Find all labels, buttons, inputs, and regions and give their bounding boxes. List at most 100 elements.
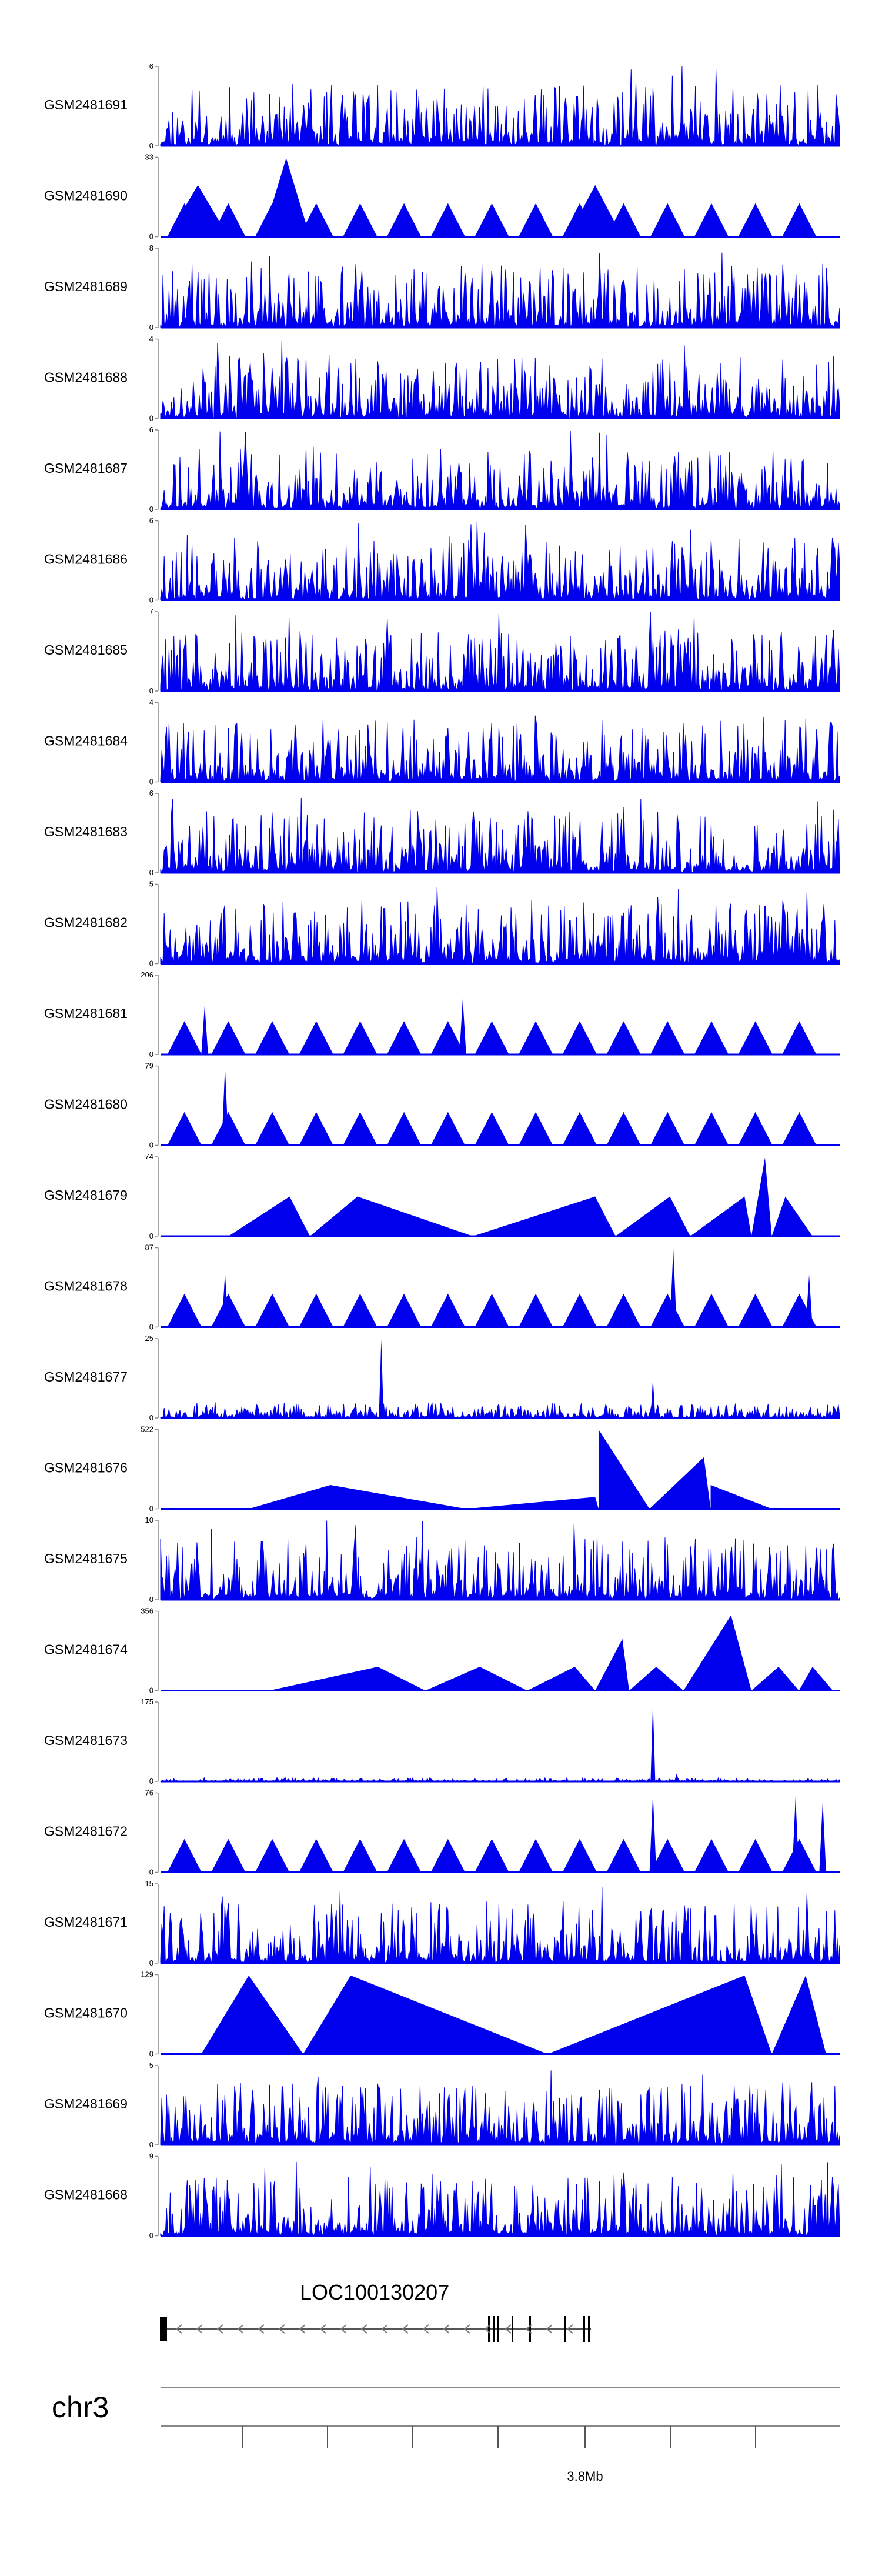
track-label: GSM2481676: [44, 1460, 128, 1476]
signal-peak: [694, 1293, 729, 1327]
track-label: GSM2481684: [44, 733, 128, 749]
signal-peak: [674, 1773, 679, 1781]
track: GSM2481669 5 0: [44, 2061, 840, 2149]
y-max-label: 76: [145, 1788, 153, 1797]
y-max-label: 74: [145, 1152, 153, 1161]
y-max-label: 6: [149, 62, 153, 71]
signal-peak: [167, 1112, 202, 1146]
signal-peak: [519, 1021, 553, 1055]
signal-peak: [519, 1112, 553, 1146]
signal-peak: [201, 1975, 303, 2054]
signal-peak: [310, 1196, 473, 1236]
signal-area: [160, 1402, 840, 1419]
signal-peak: [649, 1457, 711, 1509]
signal-peak: [562, 1838, 597, 1873]
y-max-label: 522: [141, 1425, 153, 1434]
y-max-label: 7: [149, 607, 153, 616]
signal-peak: [466, 1497, 599, 1509]
strand-arrow: [505, 2324, 512, 2334]
signal-peak: [606, 1021, 641, 1055]
track: GSM2481682 5 0: [44, 880, 840, 968]
signal-peak: [606, 1838, 641, 1873]
signal-peak: [738, 1112, 773, 1146]
y-min-label: 0: [149, 1868, 153, 1877]
signal-area: [160, 2161, 840, 2237]
signal-peak: [519, 203, 553, 237]
track-label: GSM2481679: [44, 1187, 128, 1203]
track-label: GSM2481677: [44, 1369, 128, 1384]
track-label: GSM2481675: [44, 1551, 128, 1566]
gene-exon: [529, 2316, 531, 2342]
signal-area: [160, 522, 840, 601]
track-label: GSM2481668: [44, 2187, 128, 2203]
signal-area: [160, 887, 840, 965]
signal-peak: [694, 1112, 729, 1146]
gene-exon: [583, 2316, 585, 2342]
y-max-label: 4: [149, 335, 153, 343]
y-min-label: 0: [149, 141, 153, 150]
track: GSM2481676 522 0: [44, 1425, 840, 1513]
gene-exon: [512, 2316, 513, 2342]
signal-peak: [167, 1021, 202, 1055]
signal-peak: [228, 1196, 310, 1236]
strand-arrow: [546, 2324, 553, 2334]
y-max-label: 87: [145, 1243, 153, 1252]
signal-peak: [519, 1838, 553, 1873]
signal-peak: [473, 1196, 616, 1236]
y-min-label: 0: [149, 1504, 153, 1513]
signal-area: [160, 2070, 840, 2146]
signal-peak: [650, 1838, 685, 1873]
signal-peak: [547, 1975, 772, 2054]
signal-area: [160, 341, 840, 419]
signal-peak: [430, 1293, 465, 1327]
signal-area: [160, 431, 840, 510]
signal-peak: [299, 1838, 333, 1873]
y-max-label: 356: [141, 1607, 153, 1616]
signal-peak: [650, 1112, 685, 1146]
y-max-label: 206: [141, 970, 153, 979]
signal-peak: [606, 1293, 641, 1327]
y-min-label: 0: [149, 778, 153, 786]
y-max-label: 129: [141, 1970, 153, 1979]
strand-arrow: [402, 2324, 409, 2334]
signal-peak: [269, 1667, 426, 1691]
track: GSM2481673 175 0: [44, 1697, 840, 1786]
track-label: GSM2481683: [44, 824, 128, 839]
track: GSM2481672 76 0: [44, 1788, 840, 1877]
track-label: GSM2481687: [44, 461, 128, 476]
track: GSM2481674 356 0: [44, 1607, 840, 1695]
signal-peak: [379, 1339, 384, 1418]
y-max-label: 33: [145, 153, 153, 162]
signal-area: [160, 797, 840, 874]
strand-arrow: [196, 2324, 203, 2334]
signal-peak: [387, 1293, 422, 1327]
y-min-label: 0: [149, 1595, 153, 1604]
strand-arrow: [484, 2324, 491, 2334]
signal-peak: [694, 1021, 729, 1055]
signal-area: [160, 1887, 840, 1964]
signal-peak: [562, 1021, 597, 1055]
track: GSM2481686 6 0: [44, 516, 840, 605]
y-max-label: 6: [149, 425, 153, 434]
signal-area: [160, 715, 840, 783]
signal-peak: [343, 1293, 377, 1327]
signal-peak: [650, 1378, 656, 1418]
y-max-label: 15: [145, 1879, 153, 1888]
y-max-label: 8: [149, 243, 153, 252]
signal-peak: [568, 185, 623, 237]
strand-arrow: [258, 2324, 265, 2334]
signal-peak: [690, 1196, 751, 1236]
y-min-label: 0: [149, 1686, 153, 1695]
axis-tick-label: 3.8Mb: [567, 2469, 603, 2484]
signal-peak: [650, 1021, 685, 1055]
y-min-label: 0: [149, 1413, 153, 1422]
strand-arrow: [463, 2324, 470, 2334]
y-min-label: 0: [149, 1958, 153, 1967]
track: GSM2481668 9 0: [44, 2152, 840, 2240]
signal-peak: [343, 1021, 377, 1055]
y-max-label: 5: [149, 2061, 153, 2070]
signal-peak: [650, 1703, 656, 1781]
signal-peak: [459, 999, 466, 1055]
signal-peak: [262, 158, 310, 237]
signal-peak: [527, 1667, 596, 1691]
